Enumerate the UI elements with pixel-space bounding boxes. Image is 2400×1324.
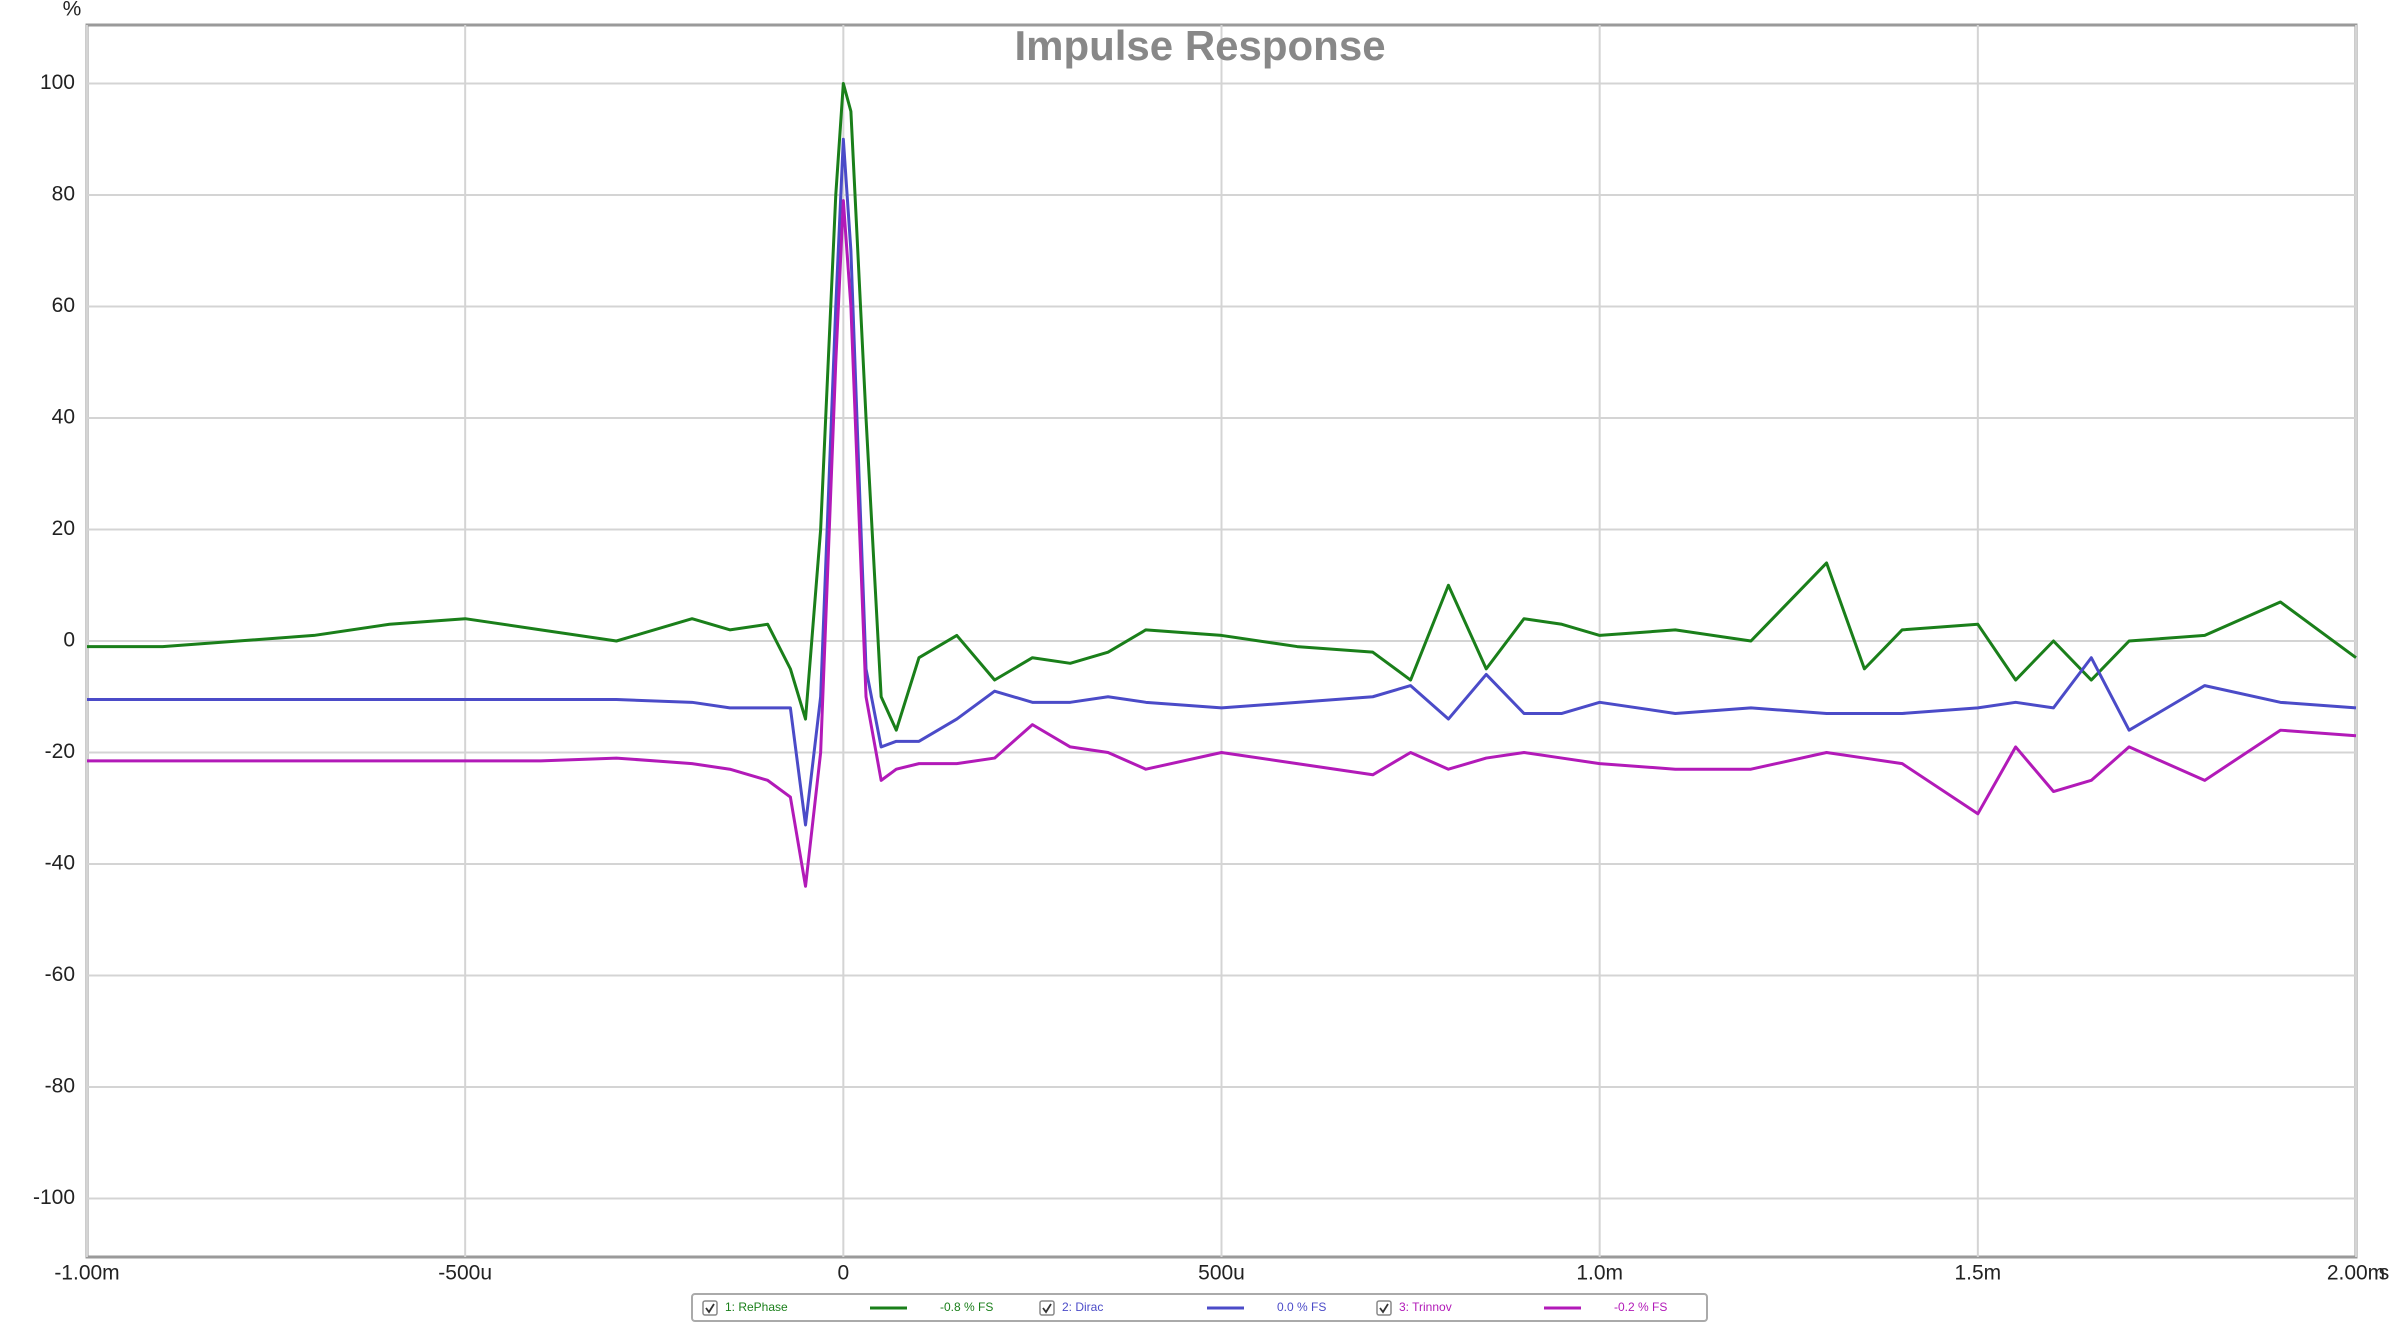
x-axis-unit: s (2379, 1262, 2390, 1285)
legend-checkbox[interactable] (1376, 1300, 1392, 1316)
x-tick-label: 500u (1198, 1262, 1245, 1285)
x-tick-label: 1.0m (1576, 1262, 1623, 1285)
series-line (87, 137, 2357, 827)
legend-check (1042, 1303, 1052, 1314)
y-tick-label: -20 (45, 740, 75, 763)
y-tick-label: -80 (45, 1075, 75, 1098)
legend (691, 1293, 1708, 1322)
y-tick-label: -100 (33, 1186, 75, 1209)
y-tick-label: 0 (63, 629, 75, 652)
y-tick-label: 80 (52, 183, 75, 206)
legend-note: -0.2 % FS (1614, 1300, 1667, 1314)
x-tick-label: 0 (837, 1262, 849, 1285)
x-tick-label: -1.00m (54, 1262, 119, 1285)
y-tick-label: 20 (52, 517, 75, 540)
legend-check (1379, 1303, 1389, 1314)
chart-title: Impulse Response (1014, 22, 1385, 69)
lines (87, 82, 2357, 888)
legend-checkbox[interactable] (1039, 1300, 1055, 1316)
legend-note: -0.8 % FS (940, 1300, 993, 1314)
legend-label: 3: Trinnov (1399, 1300, 1452, 1314)
legend-label: 2: Dirac (1062, 1300, 1103, 1314)
series-line (87, 82, 2357, 732)
legend-checkbox[interactable] (702, 1300, 718, 1316)
legend-note: 0.0 % FS (1277, 1300, 1326, 1314)
legend-check (705, 1303, 715, 1314)
legend-label: 1: RePhase (725, 1300, 788, 1314)
x-tick-label: -500u (438, 1262, 492, 1285)
y-tick-label: -40 (45, 852, 75, 875)
y-tick-label: 60 (52, 294, 75, 317)
series-line (87, 199, 2357, 888)
y-axis-unit: % (63, 0, 82, 21)
x-tick-label: 2.00m (2327, 1262, 2385, 1285)
legend-entries: 1: RePhase -0.8 % FS 2: Dirac 0.0 % FS 3: Tr… (702, 1300, 1667, 1316)
x-tick-label: 1.5m (1954, 1262, 2001, 1285)
y-tick-label: 40 (52, 406, 75, 429)
y-tick-label: -60 (45, 963, 75, 986)
y-tick-label: 100 (40, 71, 75, 94)
